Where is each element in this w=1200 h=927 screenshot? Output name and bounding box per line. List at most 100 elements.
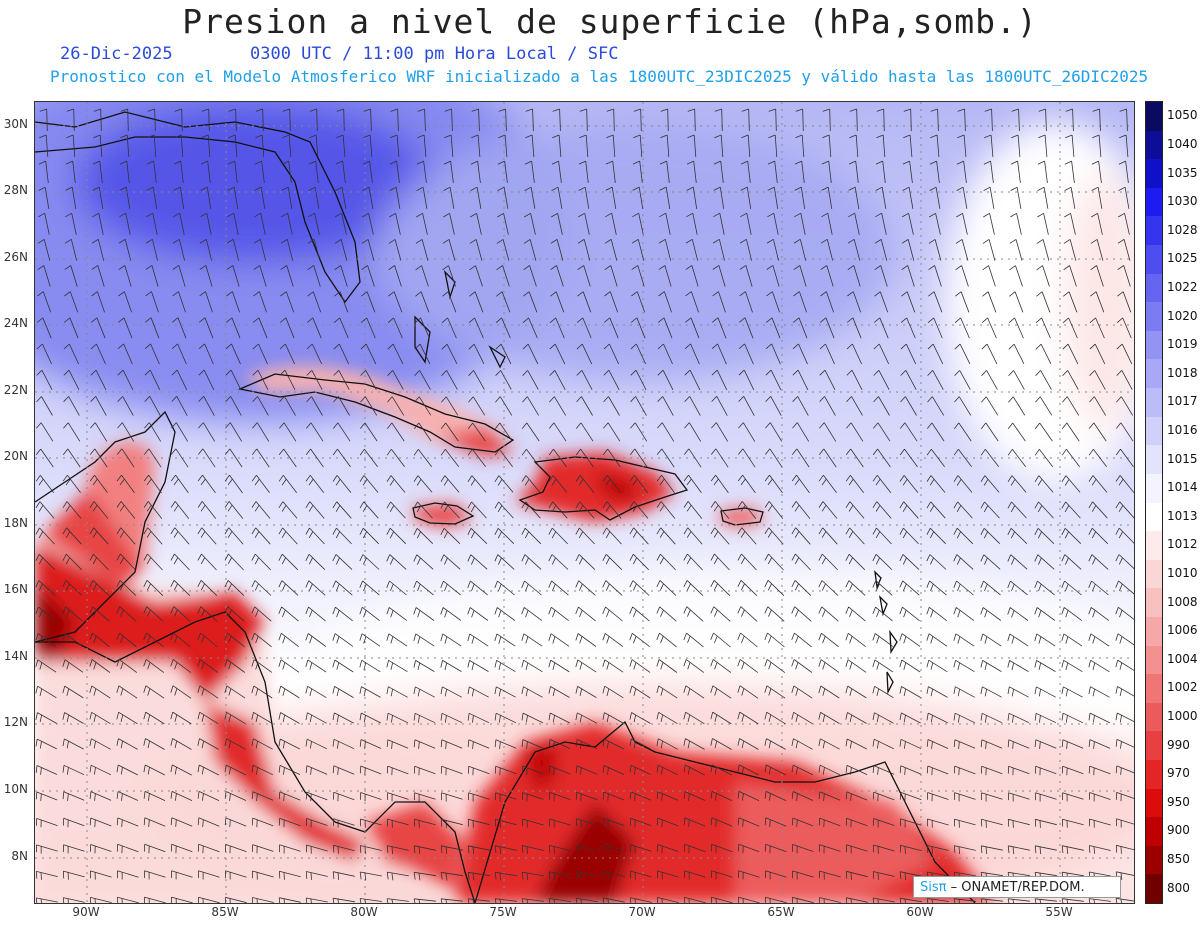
wind-barb [524, 160, 535, 183]
wind-barb [440, 898, 463, 903]
wind-barb [305, 527, 325, 545]
wind-barb [521, 554, 542, 570]
wind-barb [467, 686, 489, 698]
wind-barb [684, 396, 701, 416]
wind-barb [278, 501, 298, 519]
colorbar-label: 1014 [1167, 480, 1198, 495]
colorbar-segment [1146, 817, 1162, 847]
wind-barb [1115, 448, 1134, 468]
wind-barb [278, 475, 298, 493]
wind-barb [980, 660, 1002, 672]
wind-barb [872, 791, 895, 802]
wind-barb [35, 475, 55, 493]
wind-barb [711, 343, 727, 365]
wind-barb [144, 843, 166, 854]
wind-barb [116, 817, 139, 828]
wind-barb [1035, 396, 1053, 416]
wind-barb [629, 685, 651, 699]
wind-barb [603, 369, 620, 390]
wind-barb [471, 134, 481, 158]
wind-barb [170, 659, 192, 673]
lat-label: 28N [3, 183, 28, 197]
wind-barb [225, 870, 247, 880]
wind-barb [1088, 712, 1111, 724]
wind-barb [1118, 160, 1129, 183]
wind-barb [171, 396, 188, 416]
wind-barb [656, 501, 676, 519]
wind-barb [875, 212, 887, 235]
wind-barb [253, 291, 267, 313]
wind-barb [117, 369, 134, 391]
wind-barb [224, 817, 247, 828]
wind-barb [305, 897, 328, 903]
colorbar-segment [1146, 159, 1162, 189]
wind-barb [92, 186, 104, 209]
wind-barb [62, 712, 84, 724]
wind-barb [197, 448, 216, 468]
wind-barb [818, 764, 841, 776]
wind-barb [417, 134, 427, 158]
wind-barb [658, 317, 673, 339]
wind-barb [822, 108, 831, 132]
wind-barb [980, 712, 1003, 724]
wind-barb [737, 738, 759, 750]
wind-barb [575, 527, 595, 545]
wind-barb [201, 108, 210, 132]
wind-barb [792, 396, 809, 416]
wind-barb [849, 134, 859, 158]
wind-barb [980, 739, 1003, 749]
wind-barb [390, 108, 399, 132]
wind-barb [683, 764, 705, 776]
wind-barb [552, 134, 562, 158]
wind-barb [442, 265, 456, 287]
wind-barb [791, 448, 810, 468]
wind-barb [336, 134, 346, 158]
wind-barb [872, 871, 895, 880]
wind-barb [602, 685, 624, 699]
wind-barb [226, 265, 240, 287]
wind-barb [467, 449, 487, 467]
wind-barb [548, 898, 571, 903]
wind-barb [282, 108, 291, 132]
wind-barb [443, 186, 455, 209]
wind-barb [821, 186, 833, 209]
wind-barb [1116, 343, 1133, 365]
wind-barb [629, 527, 649, 545]
wind-barb [657, 844, 679, 854]
wind-barb [1008, 343, 1025, 364]
wind-barb [792, 844, 814, 854]
colorbar-label: 970 [1167, 766, 1190, 781]
wind-barb [604, 265, 618, 287]
wind-barb [521, 845, 544, 854]
wind-barb [929, 160, 940, 183]
wind-barb [89, 764, 112, 776]
wind-barb [278, 553, 299, 571]
wind-barb [683, 659, 705, 673]
wind-barb [575, 871, 598, 881]
wind-barb [548, 712, 570, 724]
colorbar-segment [1146, 531, 1162, 561]
wind-barb [660, 134, 670, 158]
wind-barb [1089, 317, 1105, 339]
wind-barb [1007, 712, 1030, 724]
wind-barb [413, 528, 434, 544]
wind-barb [359, 501, 379, 519]
wind-barb [197, 711, 219, 725]
wind-barb [305, 448, 324, 468]
wind-barb [683, 632, 704, 648]
wind-barb [1034, 845, 1057, 855]
wind-barb [225, 844, 247, 854]
wind-barb [332, 738, 355, 750]
wind-barb [522, 396, 540, 416]
wind-barb [494, 659, 516, 673]
wind-barb [386, 633, 408, 647]
wind-barb [413, 712, 436, 724]
wind-barb [629, 712, 651, 724]
wind-barb [197, 764, 219, 776]
wind-barb [494, 607, 516, 621]
wind-barb [62, 897, 85, 903]
wind-barb [980, 475, 1000, 493]
wind-barb [359, 871, 382, 881]
wind-barb [89, 580, 110, 596]
wind-barb [494, 765, 517, 776]
